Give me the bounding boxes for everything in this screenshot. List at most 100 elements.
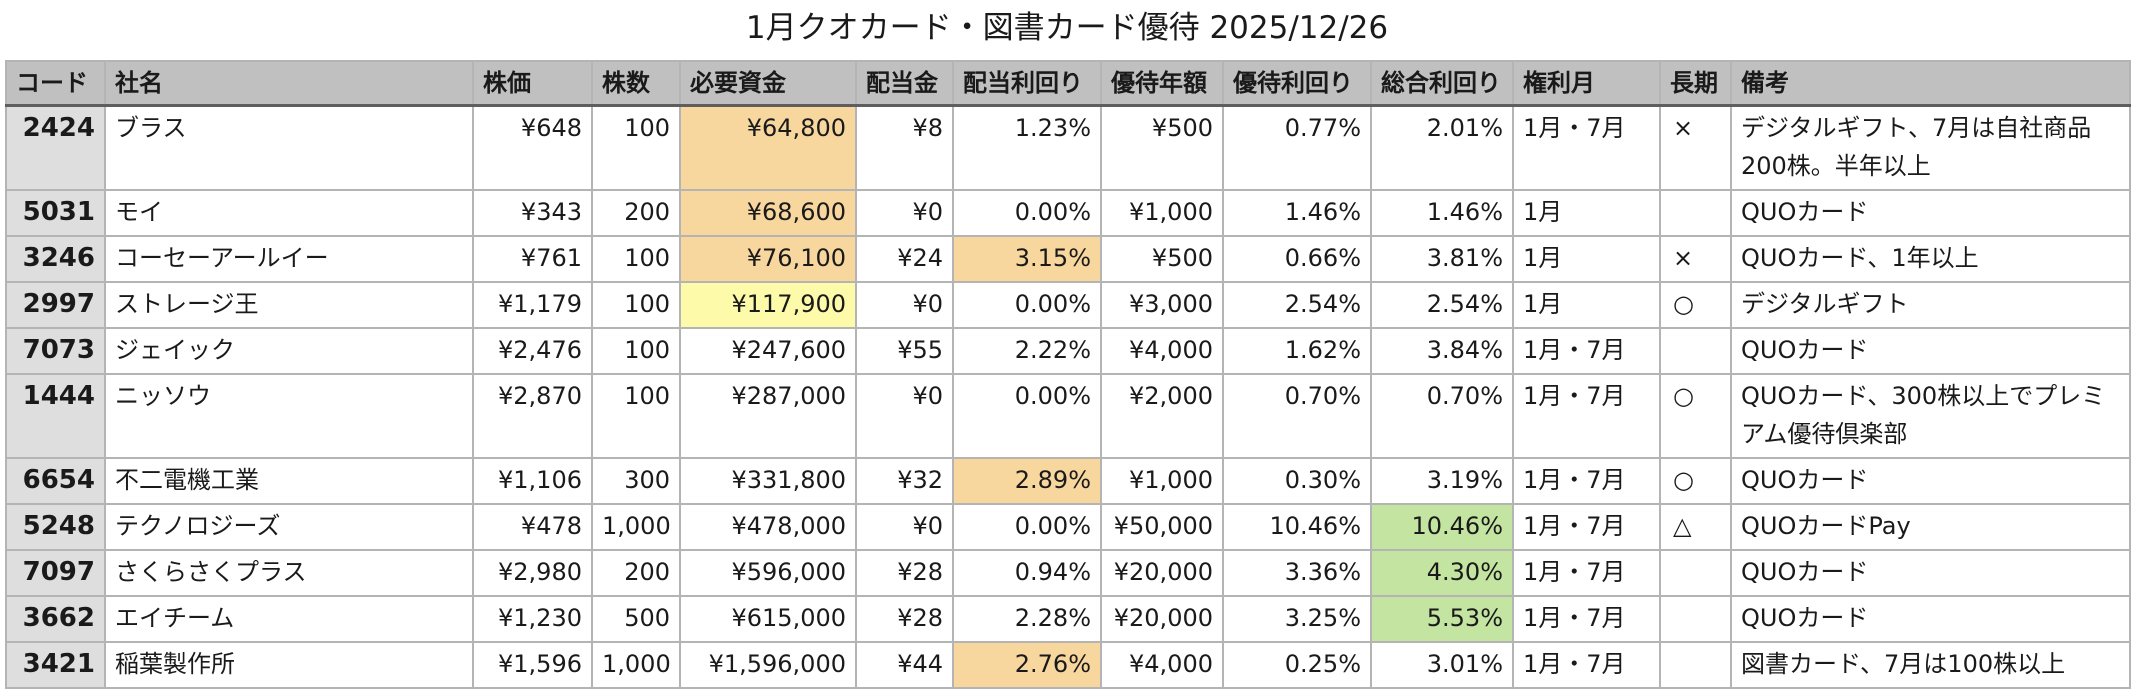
cell-benefit-yield[interactable]: 0.77% <box>1222 104 1372 191</box>
cell-code[interactable]: 1444 <box>5 373 106 459</box>
cell-benefit[interactable]: ¥20,000 <box>1100 549 1224 597</box>
cell-div-yield[interactable]: 2.22% <box>952 327 1102 375</box>
table-row[interactable]: 3421 稲葉製作所 ¥1,596 1,000 ¥1,596,000 ¥44 2.76% ¥4… <box>5 641 2131 689</box>
header-name[interactable]: 社名 <box>104 60 474 107</box>
cell-div-yield[interactable]: 2.28% <box>952 595 1102 643</box>
cell-note[interactable]: QUOカード、300株以上でプレミアム優待倶楽部 <box>1730 373 2131 459</box>
cell-long-term[interactable] <box>1659 189 1732 237</box>
cell-total-yield[interactable]: 3.19% <box>1370 457 1514 505</box>
cell-dividend[interactable]: ¥55 <box>855 327 954 375</box>
table-row[interactable]: 2424 ブラス ¥648 100 ¥64,800 ¥8 1.23% ¥500 0.77% 2.0… <box>5 104 2131 191</box>
cell-shares[interactable]: 200 <box>591 189 681 237</box>
header-benefit-yield[interactable]: 優待利回り <box>1222 60 1372 107</box>
cell-note[interactable]: QUOカード <box>1730 549 2131 597</box>
cell-div-yield[interactable]: 0.00% <box>952 373 1102 459</box>
cell-price[interactable]: ¥648 <box>472 104 593 191</box>
cell-total-yield[interactable]: 2.54% <box>1370 281 1514 329</box>
cell-div-yield[interactable]: 0.00% <box>952 189 1102 237</box>
cell-dividend[interactable]: ¥32 <box>855 457 954 505</box>
cell-div-yield[interactable]: 1.23% <box>952 104 1102 191</box>
header-benefit[interactable]: 優待年額 <box>1100 60 1224 107</box>
cell-dividend[interactable]: ¥28 <box>855 595 954 643</box>
cell-capital[interactable]: ¥64,800 <box>679 104 857 191</box>
cell-capital[interactable]: ¥615,000 <box>679 595 857 643</box>
cell-code[interactable]: 5031 <box>5 189 106 237</box>
header-total-yield[interactable]: 総合利回り <box>1370 60 1514 107</box>
cell-capital[interactable]: ¥478,000 <box>679 503 857 551</box>
table-row[interactable]: 3662 エイチーム ¥1,230 500 ¥615,000 ¥28 2.28% ¥20,00… <box>5 595 2131 643</box>
cell-total-yield[interactable]: 5.53% <box>1370 595 1514 643</box>
cell-note[interactable]: デジタルギフト <box>1730 281 2131 329</box>
cell-shares[interactable]: 300 <box>591 457 681 505</box>
cell-benefit-yield[interactable]: 1.46% <box>1222 189 1372 237</box>
cell-name[interactable]: ストレージ王 <box>104 281 474 329</box>
cell-capital[interactable]: ¥596,000 <box>679 549 857 597</box>
cell-shares[interactable]: 100 <box>591 281 681 329</box>
cell-month[interactable]: 1月・7月 <box>1512 104 1661 191</box>
cell-note[interactable]: QUOカードPay <box>1730 503 2131 551</box>
table-row[interactable]: 7073 ジェイック ¥2,476 100 ¥247,600 ¥55 2.22% ¥4,000… <box>5 327 2131 375</box>
cell-long-term[interactable] <box>1659 549 1732 597</box>
cell-dividend[interactable]: ¥0 <box>855 503 954 551</box>
cell-benefit-yield[interactable]: 0.30% <box>1222 457 1372 505</box>
table-row[interactable]: 5248 テクノロジーズ ¥478 1,000 ¥478,000 ¥0 0.00% ¥50,0… <box>5 503 2131 551</box>
cell-div-yield[interactable]: 3.15% <box>952 235 1102 283</box>
cell-benefit-yield[interactable]: 10.46% <box>1222 503 1372 551</box>
cell-shares[interactable]: 200 <box>591 549 681 597</box>
cell-benefit-yield[interactable]: 1.62% <box>1222 327 1372 375</box>
cell-dividend[interactable]: ¥24 <box>855 235 954 283</box>
cell-div-yield[interactable]: 0.00% <box>952 281 1102 329</box>
cell-dividend[interactable]: ¥28 <box>855 549 954 597</box>
cell-div-yield[interactable]: 0.94% <box>952 549 1102 597</box>
cell-note[interactable]: デジタルギフト、7月は自社商品200株。半年以上 <box>1730 104 2131 191</box>
cell-price[interactable]: ¥2,870 <box>472 373 593 459</box>
cell-benefit[interactable]: ¥1,000 <box>1100 189 1224 237</box>
cell-shares[interactable]: 100 <box>591 373 681 459</box>
cell-dividend[interactable]: ¥0 <box>855 189 954 237</box>
cell-name[interactable]: さくらさくプラス <box>104 549 474 597</box>
cell-dividend[interactable]: ¥44 <box>855 641 954 689</box>
cell-div-yield[interactable]: 2.89% <box>952 457 1102 505</box>
cell-code[interactable]: 2424 <box>5 104 106 191</box>
cell-note[interactable]: QUOカード <box>1730 327 2131 375</box>
cell-benefit-yield[interactable]: 0.70% <box>1222 373 1372 459</box>
cell-benefit-yield[interactable]: 0.66% <box>1222 235 1372 283</box>
cell-shares[interactable]: 100 <box>591 235 681 283</box>
cell-name[interactable]: ニッソウ <box>104 373 474 459</box>
table-row[interactable]: 3246 コーセーアールイー ¥761 100 ¥76,100 ¥24 3.15% ¥500 0… <box>5 235 2131 283</box>
cell-name[interactable]: モイ <box>104 189 474 237</box>
cell-long-term[interactable]: × <box>1659 235 1732 283</box>
cell-shares[interactable]: 1,000 <box>591 641 681 689</box>
cell-capital[interactable]: ¥76,100 <box>679 235 857 283</box>
cell-note[interactable]: QUOカード <box>1730 595 2131 643</box>
cell-long-term[interactable]: △ <box>1659 503 1732 551</box>
cell-benefit[interactable]: ¥1,000 <box>1100 457 1224 505</box>
cell-code[interactable]: 7097 <box>5 549 106 597</box>
cell-month[interactable]: 1月 <box>1512 281 1661 329</box>
header-div-yield[interactable]: 配当利回り <box>952 60 1102 107</box>
cell-month[interactable]: 1月 <box>1512 235 1661 283</box>
cell-note[interactable]: QUOカード、1年以上 <box>1730 235 2131 283</box>
cell-note[interactable]: QUOカード <box>1730 457 2131 505</box>
table-row[interactable]: 2997 ストレージ王 ¥1,179 100 ¥117,900 ¥0 0.00% ¥3,000… <box>5 281 2131 329</box>
cell-dividend[interactable]: ¥0 <box>855 373 954 459</box>
cell-shares[interactable]: 100 <box>591 327 681 375</box>
header-note[interactable]: 備考 <box>1730 60 2131 107</box>
cell-price[interactable]: ¥1,230 <box>472 595 593 643</box>
cell-benefit-yield[interactable]: 0.25% <box>1222 641 1372 689</box>
header-code[interactable]: コード <box>5 60 106 107</box>
header-shares[interactable]: 株数 <box>591 60 681 107</box>
cell-benefit[interactable]: ¥50,000 <box>1100 503 1224 551</box>
cell-month[interactable]: 1月 <box>1512 189 1661 237</box>
cell-total-yield[interactable]: 3.01% <box>1370 641 1514 689</box>
cell-month[interactable]: 1月・7月 <box>1512 457 1661 505</box>
cell-name[interactable]: コーセーアールイー <box>104 235 474 283</box>
cell-long-term[interactable] <box>1659 595 1732 643</box>
cell-code[interactable]: 6654 <box>5 457 106 505</box>
cell-name[interactable]: ブラス <box>104 104 474 191</box>
cell-price[interactable]: ¥1,179 <box>472 281 593 329</box>
cell-capital[interactable]: ¥117,900 <box>679 281 857 329</box>
cell-benefit[interactable]: ¥500 <box>1100 104 1224 191</box>
cell-long-term[interactable]: ○ <box>1659 457 1732 505</box>
cell-code[interactable]: 3246 <box>5 235 106 283</box>
